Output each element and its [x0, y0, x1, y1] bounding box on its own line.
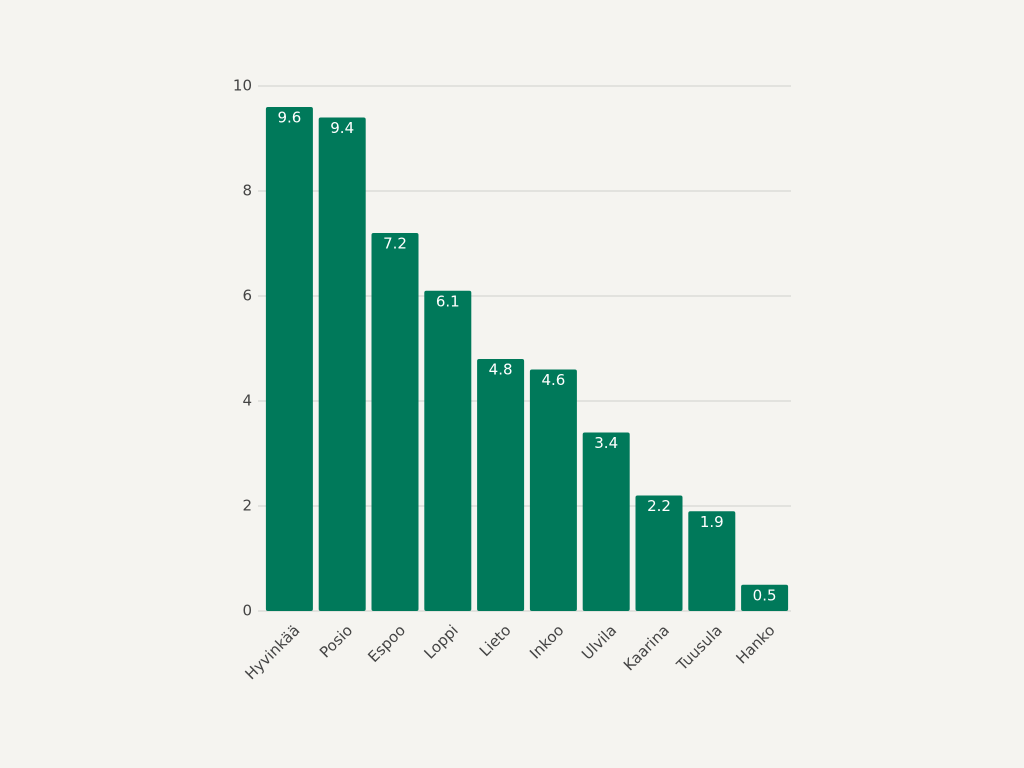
value-label: 1.9: [700, 513, 724, 531]
y-tick-label: 0: [242, 602, 252, 620]
value-label: 7.2: [383, 235, 407, 253]
x-tick-label: Ulvila: [578, 621, 620, 663]
bar: [741, 584, 789, 611]
value-label: 9.4: [330, 119, 354, 137]
x-tick-label: Kaarina: [620, 621, 673, 674]
y-tick-label: 4: [242, 392, 252, 410]
x-tick-label: Tuusula: [672, 621, 725, 674]
value-label: 9.6: [277, 109, 301, 127]
x-tick-label: Hanko: [732, 621, 778, 667]
y-tick-label: 10: [233, 77, 252, 95]
bar: [635, 495, 683, 611]
y-tick-label: 2: [242, 497, 252, 515]
bar: [477, 359, 525, 611]
y-tick-label: 8: [242, 182, 252, 200]
value-label: 4.6: [541, 371, 565, 389]
y-tick-label: 6: [242, 287, 252, 305]
bar: [529, 369, 577, 611]
bar: [318, 117, 366, 611]
x-tick-label: Posio: [316, 621, 356, 661]
x-tick-label: Loppi: [420, 621, 461, 662]
x-tick-label: Lieto: [476, 621, 515, 660]
value-label: 3.4: [594, 434, 618, 452]
x-tick-label: Inkoo: [526, 621, 567, 662]
bar: [265, 107, 313, 611]
x-tick-label: Espoo: [364, 621, 409, 666]
value-label: 2.2: [647, 497, 671, 515]
value-label: 6.1: [436, 292, 460, 310]
value-label: 0.5: [753, 586, 777, 604]
bar: [582, 432, 630, 611]
bar: [424, 290, 472, 611]
bar: [371, 233, 419, 611]
value-label: 4.8: [489, 361, 513, 379]
x-tick-label: Hyvinkää: [242, 621, 304, 683]
bar: [688, 511, 736, 611]
